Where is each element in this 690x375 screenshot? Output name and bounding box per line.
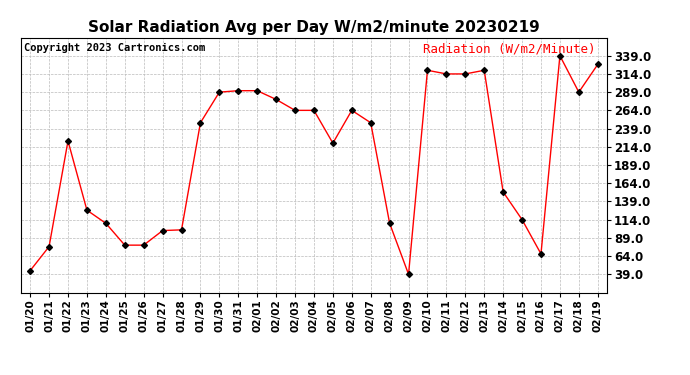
Text: Copyright 2023 Cartronics.com: Copyright 2023 Cartronics.com — [23, 43, 205, 52]
Text: Radiation (W/m2/Minute): Radiation (W/m2/Minute) — [423, 43, 595, 56]
Title: Solar Radiation Avg per Day W/m2/minute 20230219: Solar Radiation Avg per Day W/m2/minute … — [88, 20, 540, 35]
